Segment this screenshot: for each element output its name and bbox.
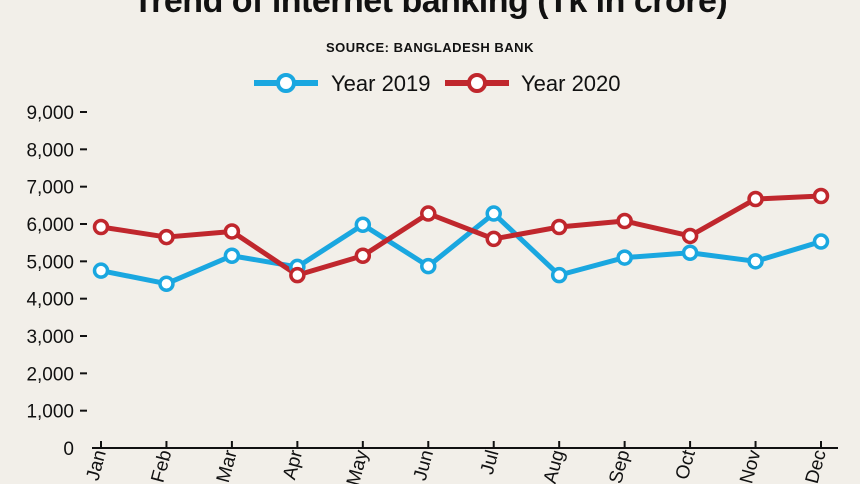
x-tick-label: Nov — [736, 447, 765, 484]
data-point-1 — [354, 216, 372, 233]
data-point-1 — [92, 262, 110, 279]
y-tick-label: 7,000 — [26, 178, 74, 199]
chart-title: Trend of internet banking (Tk in crore) — [132, 0, 728, 20]
x-tick-label: Jan — [83, 448, 111, 483]
data-point-1 — [485, 205, 502, 222]
y-tick-label: 3,000 — [26, 327, 74, 348]
data-point-2 — [92, 218, 110, 236]
data-point-2 — [420, 205, 437, 222]
data-point-2 — [289, 266, 306, 284]
data-point-1 — [681, 244, 699, 261]
x-tick-label: Jul — [477, 448, 504, 477]
y-tick-label: 5,000 — [26, 252, 74, 273]
x-tick-label: Apr — [279, 447, 307, 482]
y-tick-label: 4,000 — [26, 290, 74, 311]
x-tick-label: Feb — [148, 448, 177, 484]
legend-marker-1 — [276, 73, 296, 93]
data-point-1 — [616, 249, 633, 266]
x-tick-label: Oct — [672, 447, 700, 482]
x-tick-label: Aug — [540, 448, 569, 484]
y-tick-label: 2,000 — [26, 364, 74, 385]
data-point-1 — [747, 253, 764, 270]
data-point-1 — [812, 233, 830, 250]
x-tick-label: Sep — [605, 448, 634, 484]
legend-marker-2 — [467, 73, 487, 93]
data-point-2 — [223, 223, 241, 240]
x-tick-label: Jun — [410, 448, 438, 483]
data-point-1 — [550, 266, 568, 284]
data-point-1 — [223, 247, 241, 264]
y-tick-label: 8,000 — [26, 140, 74, 161]
y-tick-label: 0 — [63, 439, 74, 460]
series-line-2 — [98, 193, 824, 278]
chart-subtitle: SOURCE: BANGLADESH BANK — [326, 40, 534, 55]
x-tick-label: Dec — [802, 448, 831, 484]
data-point-2 — [747, 190, 764, 208]
y-tick-label: 1,000 — [26, 402, 74, 423]
data-point-2 — [681, 227, 699, 245]
y-tick-label: 6,000 — [26, 215, 74, 236]
series-line-1 — [98, 211, 824, 287]
data-point-1 — [420, 257, 437, 275]
data-point-2 — [616, 212, 633, 230]
x-tick-label: Mar — [213, 447, 242, 484]
y-tick-label: 9,000 — [26, 103, 74, 124]
legend-label-1: Year 2019 — [331, 71, 431, 96]
data-point-2 — [485, 230, 502, 248]
data-point-2 — [354, 247, 372, 264]
data-point-2 — [158, 228, 175, 246]
legend-label-2: Year 2020 — [521, 71, 621, 96]
data-point-2 — [550, 218, 568, 236]
data-point-1 — [158, 275, 175, 292]
data-point-2 — [812, 187, 830, 205]
x-tick-label: May — [343, 447, 373, 484]
